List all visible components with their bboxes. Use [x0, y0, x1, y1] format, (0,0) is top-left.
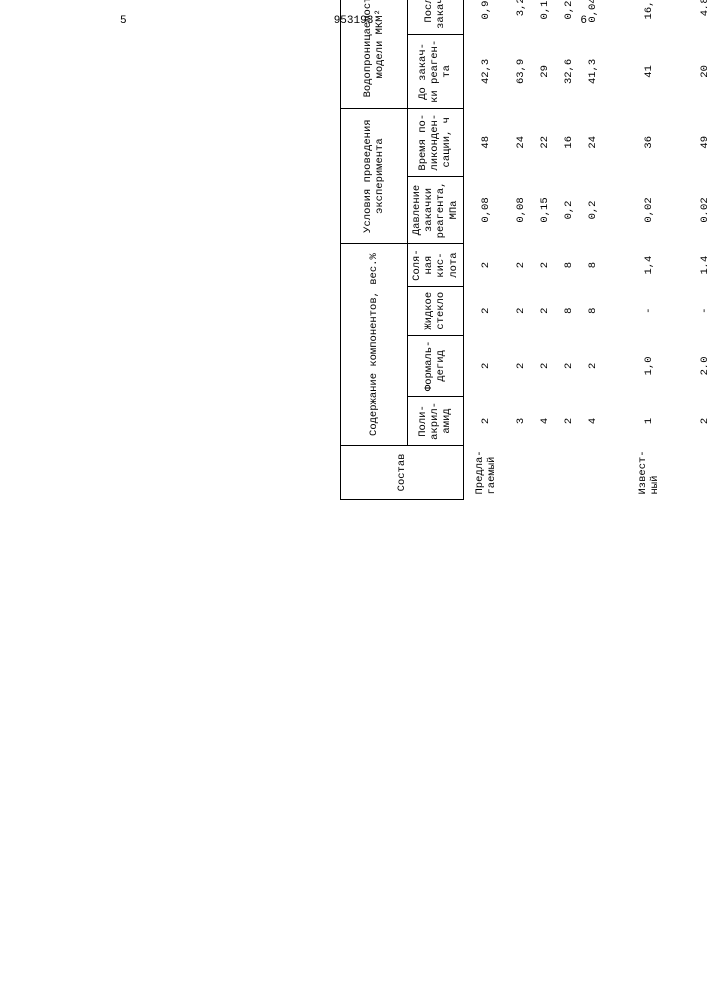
hdr-poliakril: Поли- акрил- амид — [408, 397, 463, 446]
cell-sk: 2 — [509, 244, 533, 287]
cell-dav: 0,08 — [463, 176, 509, 244]
data-table: Состав Содержание компонентов, вес.% Усл… — [340, 0, 707, 500]
cell-po: 0,93 — [463, 0, 509, 34]
cell-pa: 1 — [605, 397, 677, 446]
cell-sk: 2 — [533, 244, 557, 287]
page-left: 5 — [120, 15, 127, 27]
group-label — [581, 445, 605, 499]
table-row: 42880,22441,30,0462,8 — [581, 0, 605, 500]
cell-po: 0,23 — [557, 0, 581, 34]
table-row: 22880,21632,60,231,6 — [557, 0, 581, 500]
table-row: Предла- гаемый22220,084842,30,930,5697,8… — [463, 0, 509, 500]
cell-vr: 24 — [581, 108, 605, 176]
cell-zs: 2 — [509, 286, 533, 335]
cell-pa: 3 — [509, 397, 533, 446]
group-label — [509, 445, 533, 499]
hdr-formal: Формаль- дегид — [408, 335, 463, 396]
cell-do: 41,3 — [581, 34, 605, 108]
cell-pa: 2 — [677, 397, 707, 446]
group-label — [533, 445, 557, 499]
cell-do: 63,9 — [509, 34, 533, 108]
table-row: 22,0-1,40,0249204,8-76Из модели вы- давл… — [677, 0, 707, 500]
cell-zs: 2 — [463, 286, 509, 335]
table-row: 32220,082463,93,21,3895То же — [509, 0, 533, 500]
hdr-sostav: Состав — [341, 445, 464, 499]
table-row: 42220,1522290,122,499,6-"- — [533, 0, 557, 500]
cell-pa: 4 — [533, 397, 557, 446]
cell-do: 20 — [677, 34, 707, 108]
cell-sk: 8 — [581, 244, 605, 287]
cell-dav: 0,15 — [533, 176, 557, 244]
cell-vr: 24 — [509, 108, 533, 176]
hdr-soderzh: Содержание компонентов, вес.% — [341, 244, 408, 446]
hdr-solyan: Соля- ная кис- лота — [408, 244, 463, 287]
cell-zs: 2 — [533, 286, 557, 335]
cell-dav: 0,08 — [509, 176, 533, 244]
cell-fd: 2 — [581, 335, 605, 396]
cell-sk: 1,4 — [605, 244, 677, 287]
group-label — [557, 445, 581, 499]
table-row: Извест- ный11,0-1,40,02364116,7-59,3Из м… — [605, 0, 677, 500]
hdr-dozak: До закач- ки реаген- та — [408, 34, 463, 108]
group-label: Предла- гаемый — [463, 445, 509, 499]
hdr-vodopron: Водопроницаемость модели МКМ² — [341, 0, 408, 108]
cell-dav: 0,02 — [605, 176, 677, 244]
cell-zs: - — [677, 286, 707, 335]
cell-pa: 4 — [581, 397, 605, 446]
cell-dav: 0,2 — [581, 176, 605, 244]
cell-fd: 2 — [509, 335, 533, 396]
cell-fd: 2,0 — [677, 335, 707, 396]
cell-vr: 22 — [533, 108, 557, 176]
cell-fd: 2 — [557, 335, 581, 396]
cell-fd: 2 — [533, 335, 557, 396]
cell-po: 16,7 — [605, 0, 677, 34]
cell-sk: 8 — [557, 244, 581, 287]
cell-fd: 1,0 — [605, 335, 677, 396]
group-label: Извест- ный — [605, 445, 677, 499]
cell-do: 42,3 — [463, 34, 509, 108]
hdr-usloviya: Условия проведения эксперимента — [341, 108, 408, 243]
cell-dav: 0,02 — [677, 176, 707, 244]
cell-do: 29 — [533, 34, 557, 108]
hdr-zhidkoe: Жидкое стекло — [408, 286, 463, 335]
group-label — [677, 445, 707, 499]
cell-pa: 2 — [463, 397, 509, 446]
cell-vr: 48 — [463, 108, 509, 176]
cell-vr: 36 — [605, 108, 677, 176]
cell-zs: 8 — [557, 286, 581, 335]
cell-po: 0,046 — [581, 0, 605, 34]
cell-sk: 1,4 — [677, 244, 707, 287]
cell-vr: 16 — [557, 108, 581, 176]
hdr-poslezak: После закачки — [408, 0, 463, 34]
cell-dav: 0,2 — [557, 176, 581, 244]
cell-do: 32,6 — [557, 34, 581, 108]
cell-zs: 8 — [581, 286, 605, 335]
cell-po: 4,8 — [677, 0, 707, 34]
cell-sk: 2 — [463, 244, 509, 287]
cell-po: 0,12 — [533, 0, 557, 34]
cell-do: 41 — [605, 34, 677, 108]
cell-po: 3,2 — [509, 0, 533, 34]
cell-zs: - — [605, 286, 677, 335]
hdr-vremya: Время по- ликонден- сации, ч — [408, 108, 463, 176]
cell-pa: 2 — [557, 397, 581, 446]
cell-vr: 49 — [677, 108, 707, 176]
hdr-davlenie: Давление закачки реагента, МПа — [408, 176, 463, 244]
cell-fd: 2 — [463, 335, 509, 396]
